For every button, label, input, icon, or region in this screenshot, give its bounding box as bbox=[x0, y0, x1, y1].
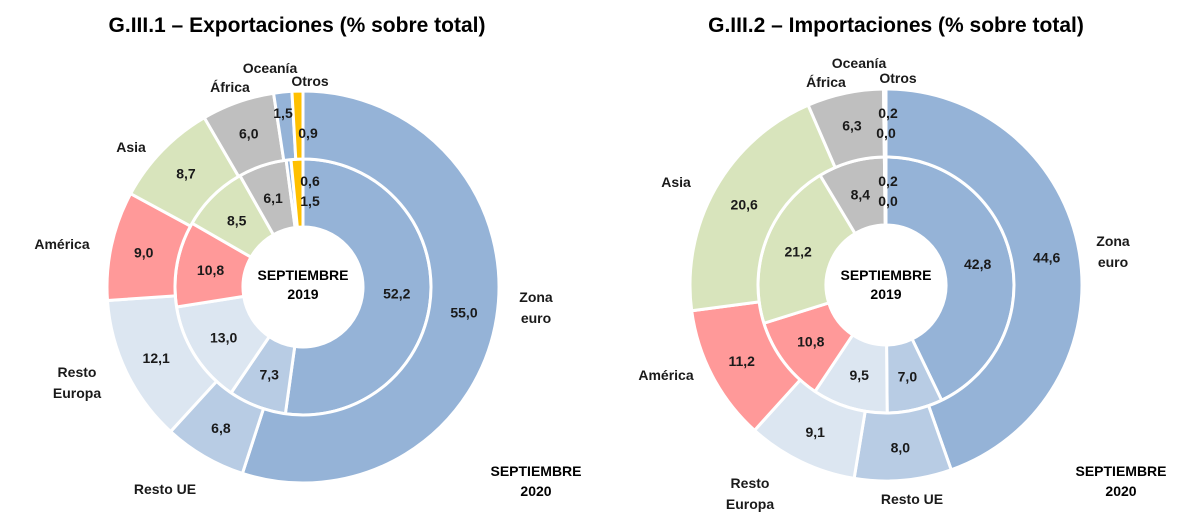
category-label-resto-ue: Resto UE bbox=[881, 491, 943, 507]
category-label-resto-europa: Resto Europa bbox=[53, 364, 101, 401]
category-label-asia: Asia bbox=[661, 174, 691, 190]
outer-ring-slice-oceania bbox=[882, 87, 888, 159]
category-label-otros: Otros bbox=[879, 70, 917, 86]
outer-value-label-africa: 6,3 bbox=[842, 118, 862, 134]
inner-value-label-resto-europa: 13,0 bbox=[210, 329, 237, 345]
category-label-resto-europa: Resto Europa bbox=[726, 475, 774, 512]
outer-ring-slice-zona-euro bbox=[240, 89, 501, 485]
category-label-america: América bbox=[638, 367, 693, 383]
category-label-asia: Asia bbox=[116, 139, 146, 155]
imports-chart-svg: G.III.2 – Importaciones (% sobre total) … bbox=[638, 14, 1166, 512]
category-label-africa: África bbox=[210, 79, 250, 95]
category-label-america: América bbox=[34, 236, 89, 252]
outer-value-label-resto-europa: 12,1 bbox=[143, 350, 170, 366]
inner-value-label-otros: 0,0 bbox=[878, 193, 898, 209]
category-label-oceania: Oceanía bbox=[832, 55, 887, 71]
outer-value-label-africa: 6,0 bbox=[239, 125, 259, 141]
inner-ring-slice-oceania bbox=[882, 155, 888, 227]
inner-value-label-africa: 8,4 bbox=[851, 187, 871, 203]
inner-ring-label: SEPTIEMBRE 2019 bbox=[840, 267, 931, 302]
inner-value-label-asia: 21,2 bbox=[785, 244, 812, 260]
inner-value-label-zona-euro: 52,2 bbox=[383, 285, 410, 301]
outer-value-label-zona-euro: 55,0 bbox=[450, 304, 477, 320]
outer-value-label-america: 9,0 bbox=[134, 244, 154, 260]
category-label-otros: Otros bbox=[291, 73, 329, 89]
outer-ring-slice-otros bbox=[290, 89, 305, 161]
inner-value-label-resto-ue: 7,0 bbox=[898, 369, 918, 385]
category-label-zona-euro: Zona euro bbox=[1096, 233, 1130, 270]
outer-value-label-asia: 20,6 bbox=[731, 197, 758, 213]
category-label-africa: África bbox=[806, 74, 846, 90]
outer-value-label-otros: 0,9 bbox=[298, 125, 318, 141]
inner-value-label-resto-europa: 9,5 bbox=[849, 367, 869, 383]
category-label-zona-euro: Zona euro bbox=[519, 289, 553, 326]
inner-value-label-asia: 8,5 bbox=[227, 212, 247, 228]
exports-chart-svg: G.III.1 – Exportaciones (% sobre total) … bbox=[34, 14, 581, 499]
inner-value-label-america: 10,8 bbox=[197, 262, 224, 278]
outer-value-label-asia: 8,7 bbox=[176, 166, 196, 182]
inner-value-label-africa: 6,1 bbox=[263, 190, 283, 206]
imports-donut-chart: G.III.2 – Importaciones (% sobre total) … bbox=[594, 0, 1189, 524]
outer-value-label-america: 11,2 bbox=[728, 353, 755, 369]
outer-value-label-oceania: 0,2 bbox=[878, 105, 898, 121]
chart-title: G.III.1 – Exportaciones (% sobre total) bbox=[109, 14, 486, 37]
outer-ring-slice-zona-euro bbox=[884, 87, 1084, 472]
inner-value-label-zona-euro: 42,8 bbox=[964, 256, 991, 272]
outer-value-label-oceania: 1,5 bbox=[273, 105, 293, 121]
exports-donut-chart: G.III.1 – Exportaciones (% sobre total) … bbox=[0, 0, 594, 524]
chart-title: G.III.2 – Importaciones (% sobre total) bbox=[708, 14, 1084, 37]
inner-value-label-otros: 1,5 bbox=[300, 193, 320, 209]
inner-value-label-oceania: 0,6 bbox=[300, 173, 320, 189]
outer-value-label-zona-euro: 44,6 bbox=[1033, 249, 1060, 265]
inner-ring-label: SEPTIEMBRE 2019 bbox=[257, 267, 348, 302]
outer-ring-label: SEPTIEMBRE 2020 bbox=[1075, 463, 1166, 499]
outer-value-label-resto-europa: 9,1 bbox=[805, 424, 825, 440]
category-label-resto-ue: Resto UE bbox=[134, 481, 196, 497]
outer-value-label-resto-ue: 8,0 bbox=[891, 439, 911, 455]
outer-value-label-resto-ue: 6,8 bbox=[211, 420, 231, 436]
inner-value-label-resto-ue: 7,3 bbox=[259, 367, 279, 383]
category-label-oceania: Oceanía bbox=[243, 60, 298, 76]
inner-value-label-america: 10,8 bbox=[797, 333, 824, 349]
inner-value-label-oceania: 0,2 bbox=[878, 173, 898, 189]
outer-ring-label: SEPTIEMBRE 2020 bbox=[490, 463, 581, 499]
outer-value-label-otros: 0,0 bbox=[876, 125, 896, 141]
